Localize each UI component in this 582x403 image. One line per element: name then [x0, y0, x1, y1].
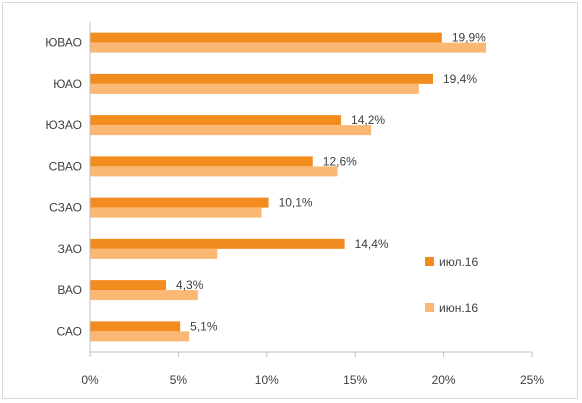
legend-swatch-jul [425, 257, 434, 266]
category-label: СВАО [49, 159, 82, 173]
bar-jul-1 [90, 73, 433, 84]
bar-jun-5 [90, 248, 218, 259]
data-label: 12,6% [323, 154, 357, 168]
x-tick-label: 20% [432, 373, 456, 387]
bar-jul-7 [90, 321, 181, 332]
legend-label-jun: июн.16 [439, 301, 478, 315]
bar-jun-6 [90, 290, 198, 301]
data-label: 5,1% [190, 319, 218, 333]
data-label: 19,4% [443, 72, 477, 86]
bar-jun-0 [90, 42, 487, 53]
bar-jun-2 [90, 125, 372, 136]
legend-swatch-jun [425, 303, 434, 312]
bar-jun-7 [90, 331, 190, 342]
bar-jul-0 [90, 32, 442, 43]
bar-jul-6 [90, 280, 167, 291]
data-label: 19,9% [452, 31, 486, 45]
category-label: ВАО [57, 283, 82, 297]
x-tick-label: 0% [81, 373, 99, 387]
data-label: 14,4% [355, 237, 389, 251]
x-tick-label: 10% [255, 373, 279, 387]
bar-jul-5 [90, 238, 345, 249]
data-label: 14,2% [351, 113, 385, 127]
category-label: ЮВАО [45, 36, 82, 50]
data-label: 4,3% [176, 278, 204, 292]
x-tick-label: 5% [170, 373, 188, 387]
legend-label-jul: июл.16 [439, 255, 478, 269]
category-label: СЗАО [49, 201, 82, 215]
data-label: 10,1% [279, 196, 313, 210]
bar-jun-1 [90, 83, 419, 94]
category-label: САО [57, 324, 82, 338]
bar-jul-3 [90, 156, 313, 167]
bar-jun-4 [90, 207, 262, 218]
bar-jul-4 [90, 197, 269, 208]
bar-jul-2 [90, 115, 342, 126]
category-label: ЗАО [58, 242, 82, 256]
category-label: ЮАО [53, 77, 82, 91]
bar-jun-3 [90, 166, 338, 177]
x-tick-label: 25% [520, 373, 544, 387]
x-tick-label: 15% [343, 373, 367, 387]
category-label: ЮЗАО [46, 118, 82, 132]
